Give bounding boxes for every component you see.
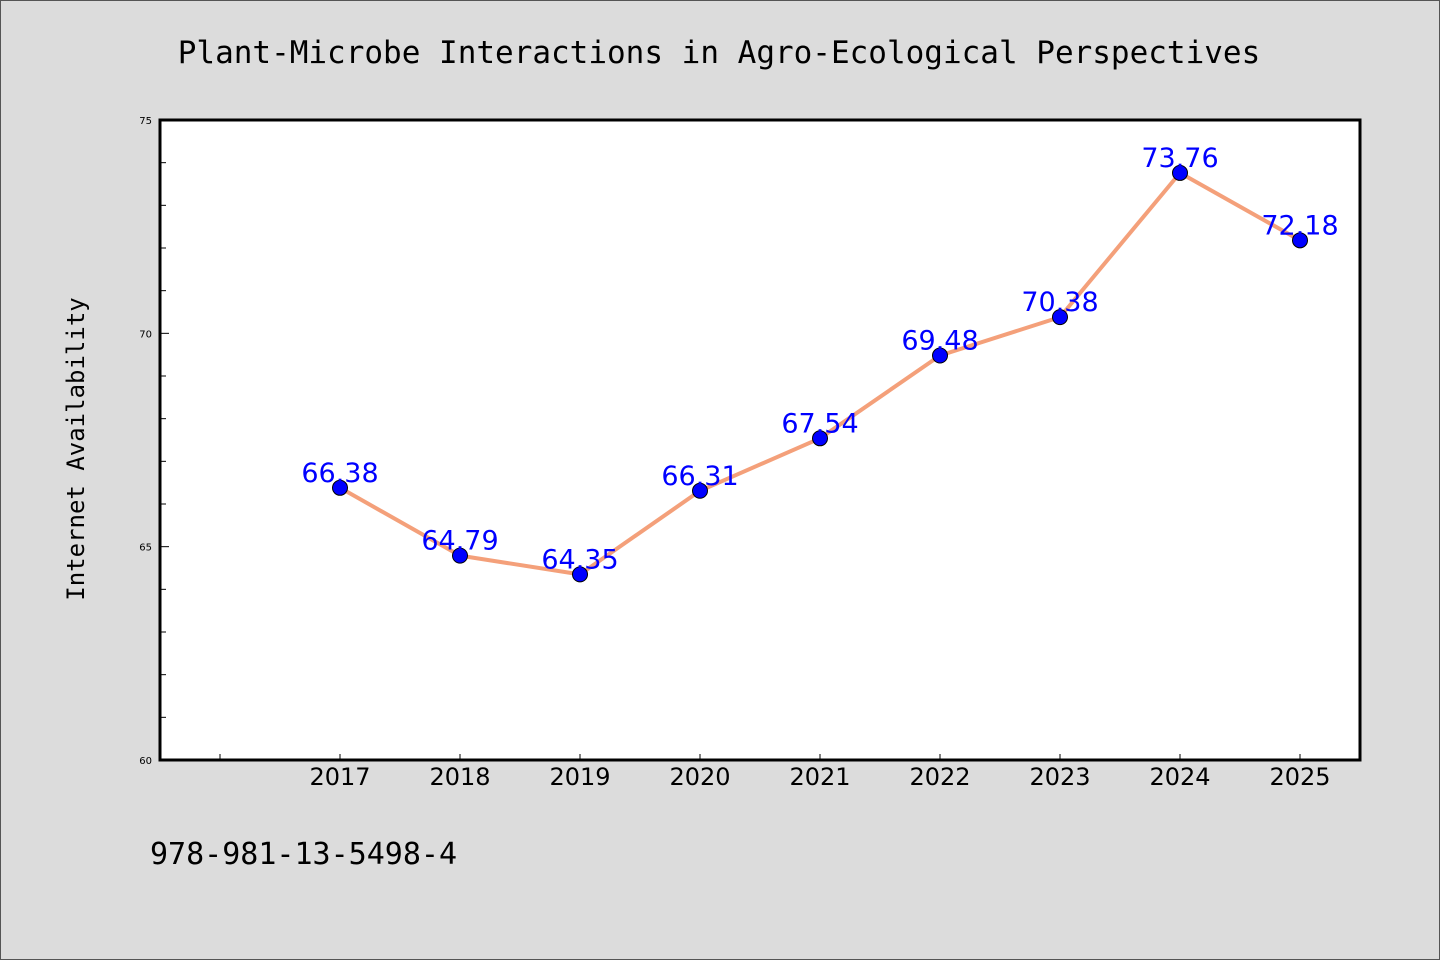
- data-point: [452, 547, 468, 564]
- data-label: 66.38: [301, 458, 378, 489]
- chart-title: Plant-Microbe Interactions in Agro-Ecolo…: [178, 35, 1261, 71]
- x-tick-label: 2021: [789, 763, 850, 791]
- data-label: 70.38: [1021, 287, 1098, 318]
- data-point: [692, 482, 708, 499]
- isbn-text: 978-981-13-5498-4: [150, 837, 457, 872]
- data-point: [332, 479, 348, 496]
- x-tick-label: 2025: [1269, 763, 1330, 791]
- y-tick-label: 60: [139, 756, 152, 767]
- data-point: [812, 430, 828, 447]
- x-tick-label: 2024: [1149, 763, 1210, 791]
- data-label: 72.18: [1261, 210, 1338, 241]
- series-markers: [332, 164, 1308, 583]
- data-label: 64.35: [541, 544, 618, 575]
- x-tick-label: 2018: [429, 763, 490, 791]
- x-tick-label: 2019: [549, 763, 610, 791]
- x-tick-label: 2023: [1029, 763, 1090, 791]
- data-label: 69.48: [901, 326, 978, 357]
- plot-area: [158, 118, 1362, 762]
- data-label: 73.76: [1141, 143, 1218, 174]
- data-label: 66.31: [661, 461, 738, 492]
- y-tick-label: 65: [139, 543, 152, 554]
- data-point: [1292, 232, 1308, 249]
- y-axis-label: Internet Availability: [62, 297, 90, 600]
- x-tick-label: 2020: [669, 763, 730, 791]
- data-point: [1172, 164, 1188, 181]
- data-point: [572, 566, 588, 583]
- data-label: 64.79: [421, 526, 498, 557]
- y-tick-label: 75: [139, 116, 152, 127]
- x-tick-label: 2017: [309, 763, 370, 791]
- data-point: [1052, 309, 1068, 326]
- x-tick-label: 2022: [909, 763, 970, 791]
- data-label: 67.54: [781, 408, 858, 439]
- y-tick-label: 70: [139, 329, 152, 340]
- data-labels: 66.38 64.79 64.35 66.31 67.54 69.48 70.38 73.76…: [301, 143, 1338, 575]
- data-point: [932, 347, 948, 364]
- y-axis: 60 65 70 75: [139, 116, 169, 767]
- x-axis: 2017 2018 2019 2020 2021 2022 2023 2024 2025: [219, 754, 1331, 791]
